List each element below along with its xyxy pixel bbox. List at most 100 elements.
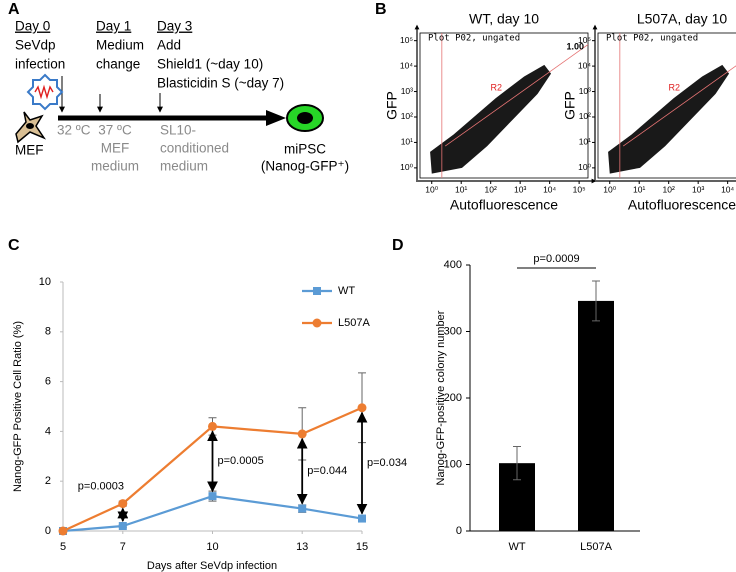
chart-title: WT, day 10 [469,11,539,27]
marker [118,499,128,509]
condition-text: 37 ºC [98,123,132,138]
condition-text: 32 ºC [57,123,91,138]
y-tick-label: 10² [579,111,591,121]
y-tick-label: 2 [45,475,51,487]
p-value: p=0.044 [307,465,347,477]
step-text: Day 1 [96,19,131,34]
plot-frame [597,32,736,179]
legend-label: L507A [338,317,370,329]
marker [208,421,217,431]
gate-name: R2 [669,82,681,92]
p-value: p=0.0009 [533,253,579,265]
x-tick-label: 10⁰ [603,184,616,194]
y-tick-label: 10¹ [401,137,413,147]
density-cloud [430,64,552,174]
step-text: change [96,57,140,72]
panel-label: B [375,1,387,18]
x-tick-label: 10² [663,184,675,194]
step-text: infection [15,57,65,72]
x-tick-label: 10³ [514,184,526,194]
marker [358,514,366,523]
error-bar [513,446,521,481]
y-axis-label: GFP [562,91,578,120]
y-tick-label: 10⁴ [400,60,413,70]
x-tick-label: 10¹ [633,184,645,194]
condition-text: SL10- [160,123,196,138]
p-value: p=0.034 [367,457,407,469]
y-tick-label: 10 [39,276,51,288]
y-tick-label: 300 [444,325,462,337]
marker [297,429,307,439]
y-tick-label: 10² [401,111,413,121]
panel-label: A [8,1,20,18]
x-tick-label: 10⁵ [573,184,586,194]
cell-label: miPSC [284,142,326,157]
x-axis-label: Autofluorescence [628,197,736,213]
x-tick-label: 10³ [692,184,704,194]
panel-label: C [8,237,20,254]
plot-frame [419,32,589,179]
x-tick-label: 7 [120,541,126,553]
x-tick-label: 10¹ [455,184,467,194]
x-tick-label: L507A [580,541,612,553]
y-tick-label: 0 [45,525,51,537]
marker [357,403,367,413]
x-tick-label: WT [508,541,525,553]
y-tick-label: 10³ [401,86,413,96]
step-text: SeVdp [15,38,56,53]
plot-label: Plot P02, ungated [606,34,698,44]
x-tick-label: 15 [356,541,368,553]
x-tick-label: 10 [206,541,218,553]
step-text: Medium [96,38,144,53]
legend-marker [313,287,321,295]
step-text: Add [157,38,181,53]
density-cloud [608,64,730,174]
x-tick-label: 10⁰ [425,184,438,194]
y-tick-label: 6 [45,376,51,388]
cell-label: MEF [15,143,44,158]
y-tick-label: 10⁰ [400,162,413,172]
condition-text: medium [91,159,139,174]
marker [58,526,68,536]
y-tick-label: 10⁵ [400,35,413,45]
x-axis-label: Days after SeVdp infection [147,560,277,572]
step-text: Shield1 (~day 10) [157,57,263,72]
y-tick-label: 4 [45,425,51,437]
cell-label: (Nanog-GFP⁺) [261,159,349,174]
plot-label: Plot P02, ungated [428,34,520,44]
condition-text: MEF [101,141,130,156]
x-tick-label: 5 [60,541,66,553]
p-value: p=0.0005 [218,455,264,467]
step-text: Day 3 [157,19,192,34]
diagram-shapes [15,73,324,144]
gate-line [622,65,736,147]
y-tick-label: 10⁰ [578,162,591,172]
marker [118,522,127,531]
bar [578,300,614,531]
condition-text: medium [160,159,208,174]
y-tick-label: 400 [444,259,462,271]
y-tick-label: 10⁴ [578,60,591,70]
condition-text: conditioned [160,141,229,156]
y-tick-label: 10¹ [579,137,591,147]
gate-line [444,44,589,147]
x-tick-label: 10⁴ [543,184,556,194]
gate-value: 1.00 [566,41,584,51]
y-tick-label: 10⁵ [578,35,591,45]
step-text: Blasticidin S (~day 7) [157,76,284,91]
x-axis-label: Autofluorescence [450,197,558,213]
y-axis-label: Nanog-GFP-positive colony number [435,310,447,485]
y-axis-label: Nanog-GFP Positive Cell Ratio (%) [12,321,24,492]
panel-label: D [392,237,404,254]
error-bar [592,280,600,322]
y-tick-label: 10³ [579,86,591,96]
x-tick-label: 13 [296,541,308,553]
marker [298,504,307,513]
x-tick-label: 10² [485,184,497,194]
gate-name: R2 [491,82,503,92]
y-tick-label: 200 [444,392,462,404]
y-tick-label: 8 [45,326,51,338]
y-tick-label: 0 [456,525,462,537]
y-axis-label: GFP [384,91,400,120]
